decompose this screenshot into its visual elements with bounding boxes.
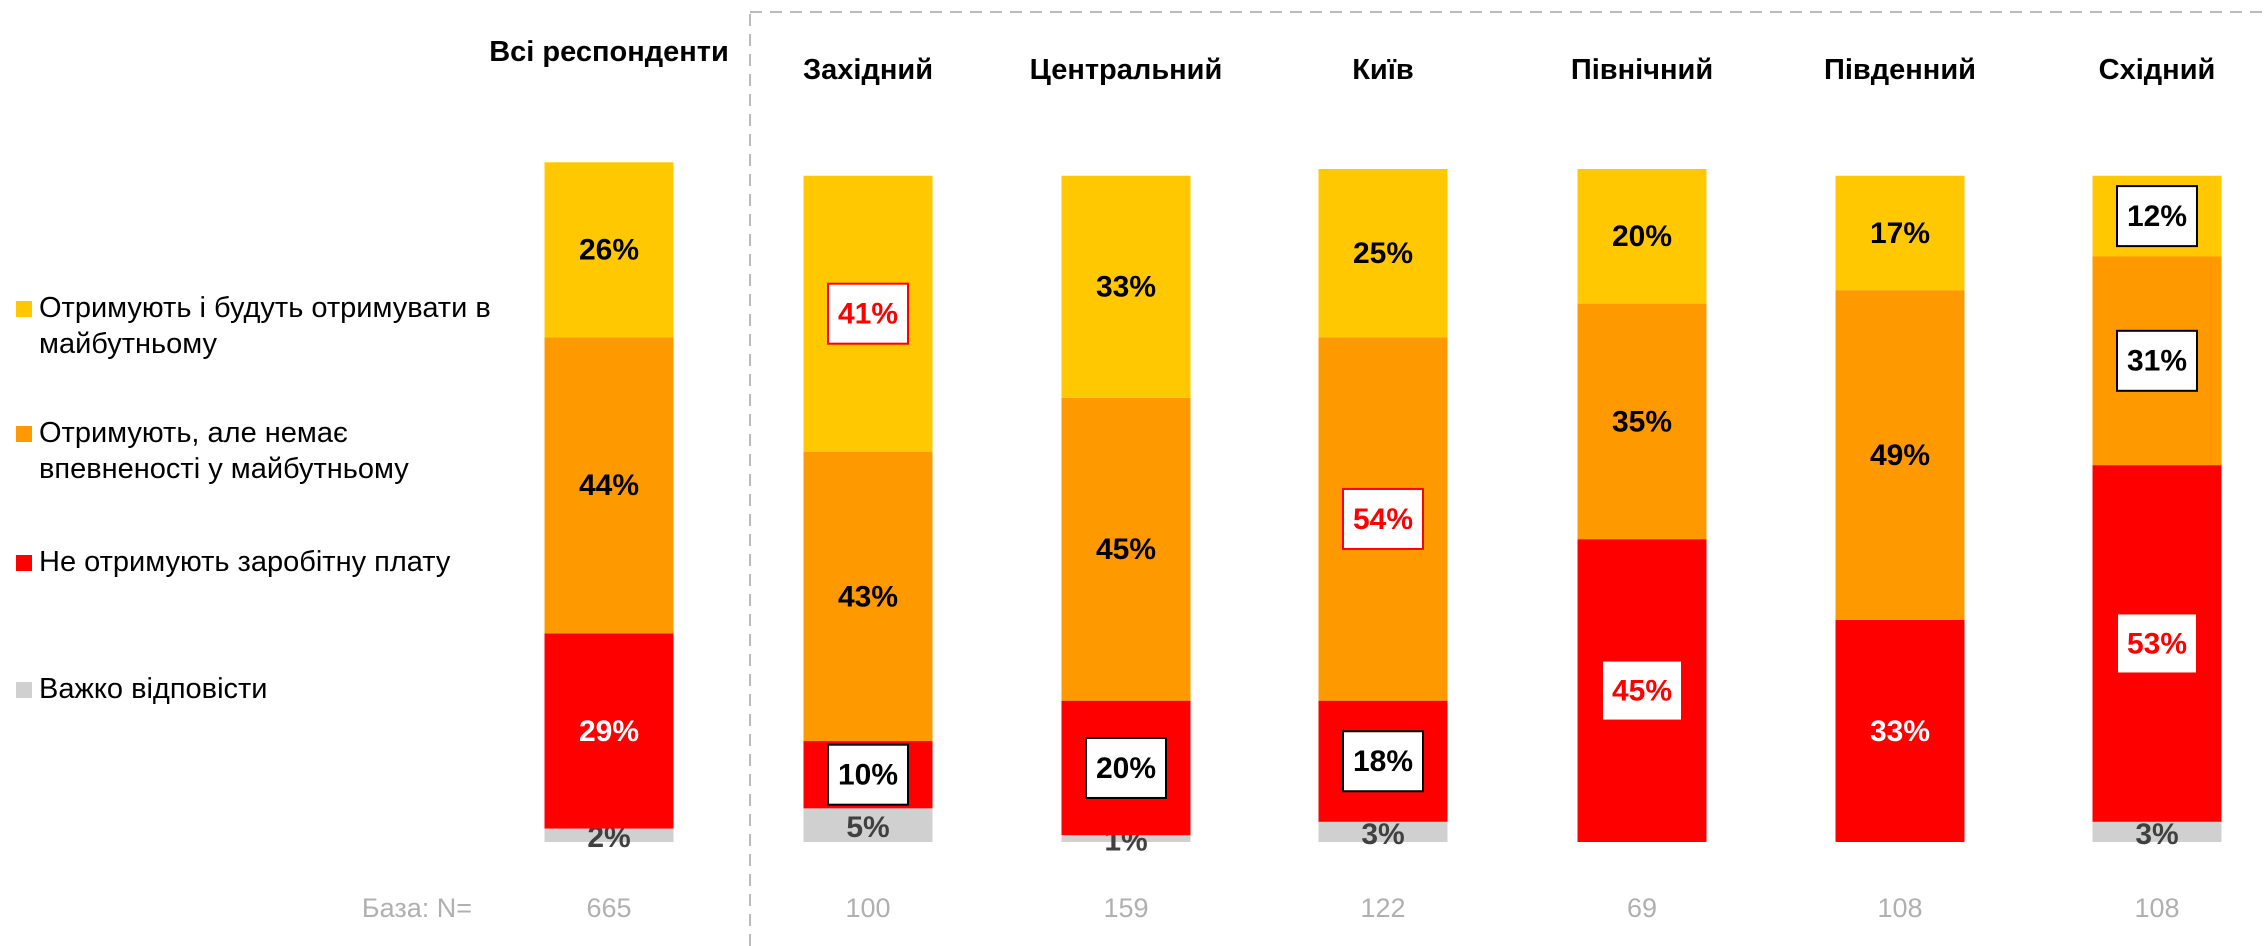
base-n: 100 <box>845 893 890 923</box>
value-label: 3% <box>1361 818 1404 851</box>
bar-segment <box>1061 397 1191 701</box>
value-label: 12% <box>2127 200 2187 233</box>
label-box <box>827 282 909 345</box>
value-label: 20% <box>1612 220 1672 253</box>
bar-segment <box>544 828 674 842</box>
bar-segment <box>1318 821 1448 842</box>
value-label: 5% <box>846 811 889 844</box>
bar-segment <box>1835 619 1965 842</box>
bar-segment <box>1061 175 1191 398</box>
label-box <box>2116 329 2198 392</box>
value-label: 18% <box>1353 745 1413 778</box>
value-label: 49% <box>1870 439 1930 472</box>
value-label: 44% <box>579 469 639 502</box>
value-label: 35% <box>1612 405 1672 438</box>
legend-swatch <box>16 555 32 571</box>
bar-segment <box>544 337 674 634</box>
bar-segment <box>1577 169 1707 304</box>
value-label: 20% <box>1096 752 1156 785</box>
label-box <box>1085 736 1167 799</box>
label-box <box>1342 730 1424 793</box>
label-box <box>2116 185 2198 248</box>
category-label: Південний <box>1824 54 1976 86</box>
category-label: Східний <box>2098 54 2216 86</box>
value-label: 41% <box>838 298 898 331</box>
bar-segment <box>544 633 674 829</box>
category-label: Північний <box>1570 54 1714 86</box>
bar-segment <box>1835 175 1965 291</box>
bar-segment <box>1318 169 1448 338</box>
label-box <box>2116 612 2198 675</box>
bar-segment <box>1835 290 1965 620</box>
legend-label: Важко відповісти <box>39 673 268 705</box>
value-label: 29% <box>579 715 639 748</box>
value-label: 26% <box>579 234 639 267</box>
value-label: 45% <box>1612 674 1672 707</box>
legend-label: Не отримують заробітну плату <box>39 546 451 578</box>
category-label: Центральний <box>1029 54 1223 86</box>
value-label: 31% <box>2127 345 2187 378</box>
category-label: Західний <box>802 54 934 86</box>
legend-label: Отримують і будуть отримувати в майбутнь… <box>39 292 491 360</box>
base-label: База: N= <box>362 893 472 923</box>
bar-segment <box>1061 835 1191 842</box>
category-label: Всі респонденти <box>489 36 729 68</box>
value-label: 17% <box>1870 217 1930 250</box>
base-n: 159 <box>1103 893 1148 923</box>
bar-segment <box>544 162 674 338</box>
label-box <box>827 743 909 806</box>
value-label: 10% <box>838 759 898 792</box>
legend-swatch <box>16 682 32 698</box>
bar-segment <box>1577 303 1707 540</box>
legend-label: Отримують, але немає впевненості у майбу… <box>39 417 409 485</box>
base-n: 665 <box>586 893 631 923</box>
base-n: 108 <box>2134 893 2179 923</box>
bar-segment <box>2092 821 2222 842</box>
value-label: 45% <box>1096 533 1156 566</box>
bar-segment <box>803 808 933 842</box>
base-n: 108 <box>1877 893 1922 923</box>
base-n: 122 <box>1360 893 1405 923</box>
label-box <box>1342 487 1424 550</box>
legend-swatch <box>16 301 32 317</box>
bar-segment <box>803 451 933 742</box>
value-label: 33% <box>1096 271 1156 304</box>
category-label: Київ <box>1352 54 1414 86</box>
value-label: 54% <box>1353 503 1413 536</box>
value-label: 25% <box>1353 237 1413 270</box>
base-n: 69 <box>1627 893 1657 923</box>
value-label: 53% <box>2127 627 2187 660</box>
legend-swatch <box>16 426 32 442</box>
value-label: 43% <box>838 580 898 613</box>
value-label: 33% <box>1870 715 1930 748</box>
label-box <box>1601 659 1683 722</box>
value-label: 3% <box>2135 818 2178 851</box>
